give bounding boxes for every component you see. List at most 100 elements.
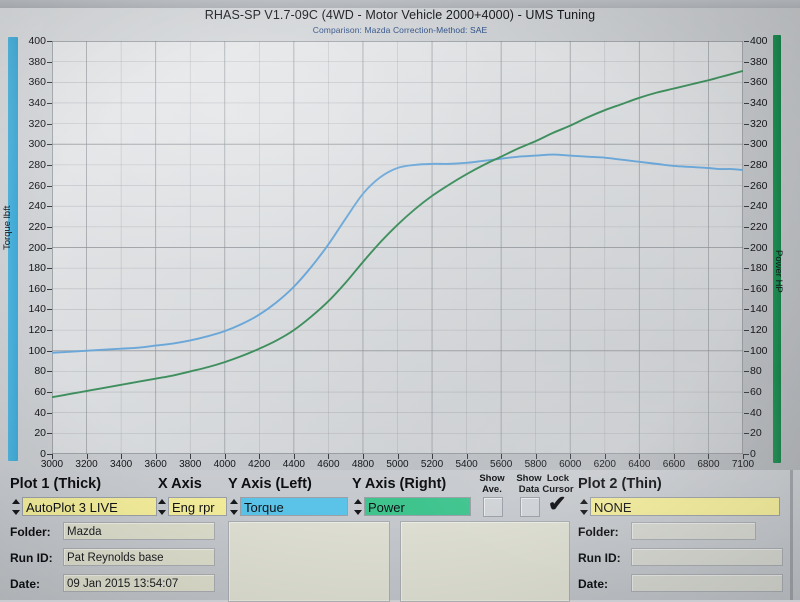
page-title: RHAS-SP V1.7-09C (4WD - Motor Vehicle 20… <box>204 8 596 22</box>
x-tick-5600: 5600 <box>490 459 513 470</box>
y-tick-mark-right <box>744 350 749 352</box>
x-tick-7100: 7100 <box>731 459 755 470</box>
y-tick-left-100: 100 <box>28 344 46 357</box>
plot1-notes-pane[interactable] <box>228 521 390 602</box>
checkbox-data[interactable] <box>520 497 540 517</box>
y-tick-mark-right <box>744 309 749 311</box>
plot1-folder-label: Folder: <box>10 525 51 539</box>
x-tick-3800: 3800 <box>179 459 202 470</box>
spinner-up-icon[interactable] <box>580 499 588 504</box>
x-tick-5000: 5000 <box>386 459 409 470</box>
checkbox-label-ave: Show Ave. <box>475 473 509 495</box>
right-axis-color-bar <box>773 35 781 463</box>
spinner-up-icon[interactable] <box>354 499 362 504</box>
plot1-folder-field[interactable]: Mazda <box>63 522 215 540</box>
y-tick-mark-left <box>47 164 52 166</box>
spinner-down-icon[interactable] <box>354 510 362 515</box>
checkbox-label-line2: Data <box>518 483 540 495</box>
x-tick-5200: 5200 <box>420 459 444 470</box>
spinner-down-icon[interactable] <box>230 510 238 515</box>
y-tick-mark-right <box>744 185 749 187</box>
y-tick-left-360: 360 <box>28 76 46 89</box>
checkbox-ave[interactable] <box>483 497 503 517</box>
plot2-date-field[interactable] <box>631 574 783 592</box>
y-tick-right-100: 100 <box>750 344 768 357</box>
y-tick-mark-left <box>47 41 52 42</box>
x-tick-6800: 6800 <box>697 459 720 470</box>
plot2-folder-field[interactable] <box>631 522 756 540</box>
plot1-selector-spinner[interactable] <box>11 497 22 517</box>
y-tick-mark-left <box>47 102 52 104</box>
spinner-down-icon[interactable] <box>580 510 588 515</box>
spinner-down-icon[interactable] <box>158 510 166 515</box>
x-tick-3000: 3000 <box>40 459 64 470</box>
y-tick-left-80: 80 <box>34 365 46 378</box>
y-tick-left-20: 20 <box>34 427 46 440</box>
y-tick-mark-right <box>744 102 749 104</box>
y-tick-mark-left <box>47 350 52 352</box>
y-tick-left-380: 380 <box>28 55 46 68</box>
spinner-down-icon[interactable] <box>12 510 20 515</box>
plot1-selector[interactable]: AutoPlot 3 LIVE <box>22 497 157 516</box>
y-tick-mark-left <box>47 412 52 414</box>
check-icon: ✔ <box>548 491 567 516</box>
plot2-runid-label: Run ID: <box>578 551 621 565</box>
plot1-date-field[interactable]: 09 Jan 2015 13:54:07 <box>63 574 215 592</box>
y-tick-left-0: 0 <box>40 448 46 460</box>
x-tick-mark <box>535 454 537 459</box>
x-tick-6400: 6400 <box>628 459 651 470</box>
x-tick-3600: 3600 <box>144 459 167 470</box>
x-tick-mark <box>570 454 572 459</box>
plot1-runid-field[interactable]: Pat Reynolds base <box>63 548 215 566</box>
y-tick-mark-left <box>47 433 52 435</box>
control-panel: Plot 1 (Thick) AutoPlot 3 LIVE X Axis En… <box>0 470 800 602</box>
window-top-strip <box>0 0 800 8</box>
spinner-up-icon[interactable] <box>158 499 166 504</box>
y-tick-right-320: 320 <box>750 117 768 130</box>
x-tick-mark <box>501 454 503 459</box>
y-tick-mark-right <box>744 288 749 290</box>
y-axis-right-selector-spinner[interactable] <box>353 497 364 517</box>
x-tick-mark <box>432 454 434 459</box>
plot-canvas[interactable] <box>52 41 743 454</box>
plot2-selector[interactable]: NONE <box>590 497 780 516</box>
y-tick-right-260: 260 <box>750 179 768 192</box>
x-tick-mark <box>604 454 606 459</box>
x-tick-4200: 4200 <box>248 459 271 470</box>
x-tick-3200: 3200 <box>75 459 98 470</box>
data-curves <box>52 69 743 399</box>
y-tick-mark-left <box>47 288 52 290</box>
spinner-up-icon[interactable] <box>12 499 20 504</box>
y-tick-left-40: 40 <box>34 406 46 419</box>
checkbox-lock-cursor[interactable]: ✔ <box>548 493 568 516</box>
x-axis-selector-spinner[interactable] <box>157 497 168 517</box>
y-tick-mark-right <box>744 433 749 435</box>
y-tick-mark-right <box>744 454 749 455</box>
y-axis-left-selector[interactable]: Torque <box>240 497 348 516</box>
y-tick-mark-left <box>47 309 52 311</box>
x-axis-selector[interactable]: Eng rpr <box>168 497 227 516</box>
checkbox-label-line2: Cursor <box>542 483 574 495</box>
plot2-selector-spinner[interactable] <box>579 497 590 517</box>
y-axis-left-selector-spinner[interactable] <box>229 497 240 517</box>
plot2-notes-pane[interactable] <box>400 521 570 602</box>
y-tick-right-380: 380 <box>750 55 768 68</box>
y-tick-mark-left <box>47 268 52 270</box>
y-tick-right-400: 400 <box>750 35 768 47</box>
spinner-up-icon[interactable] <box>230 499 238 504</box>
gridlines <box>52 41 743 454</box>
checkbox-label-cursor: Lock Cursor <box>541 473 575 495</box>
x-tick-mark <box>708 454 710 459</box>
y-tick-mark-right <box>744 412 749 414</box>
page-subtitle: Comparison: Mazda Correction-Method: SAE <box>312 25 488 35</box>
y-tick-right-240: 240 <box>750 200 768 213</box>
y-tick-right-300: 300 <box>750 138 768 151</box>
plot2-runid-field[interactable] <box>631 548 783 566</box>
checkbox-label-line2: Ave. <box>482 483 502 495</box>
y-tick-right-180: 180 <box>750 262 768 275</box>
y-tick-right-0: 0 <box>750 448 756 460</box>
curve-torque <box>52 153 743 354</box>
y-axis-right-selector[interactable]: Power <box>364 497 471 516</box>
y-tick-left-320: 320 <box>28 117 46 130</box>
x-tick-4600: 4600 <box>317 459 340 470</box>
